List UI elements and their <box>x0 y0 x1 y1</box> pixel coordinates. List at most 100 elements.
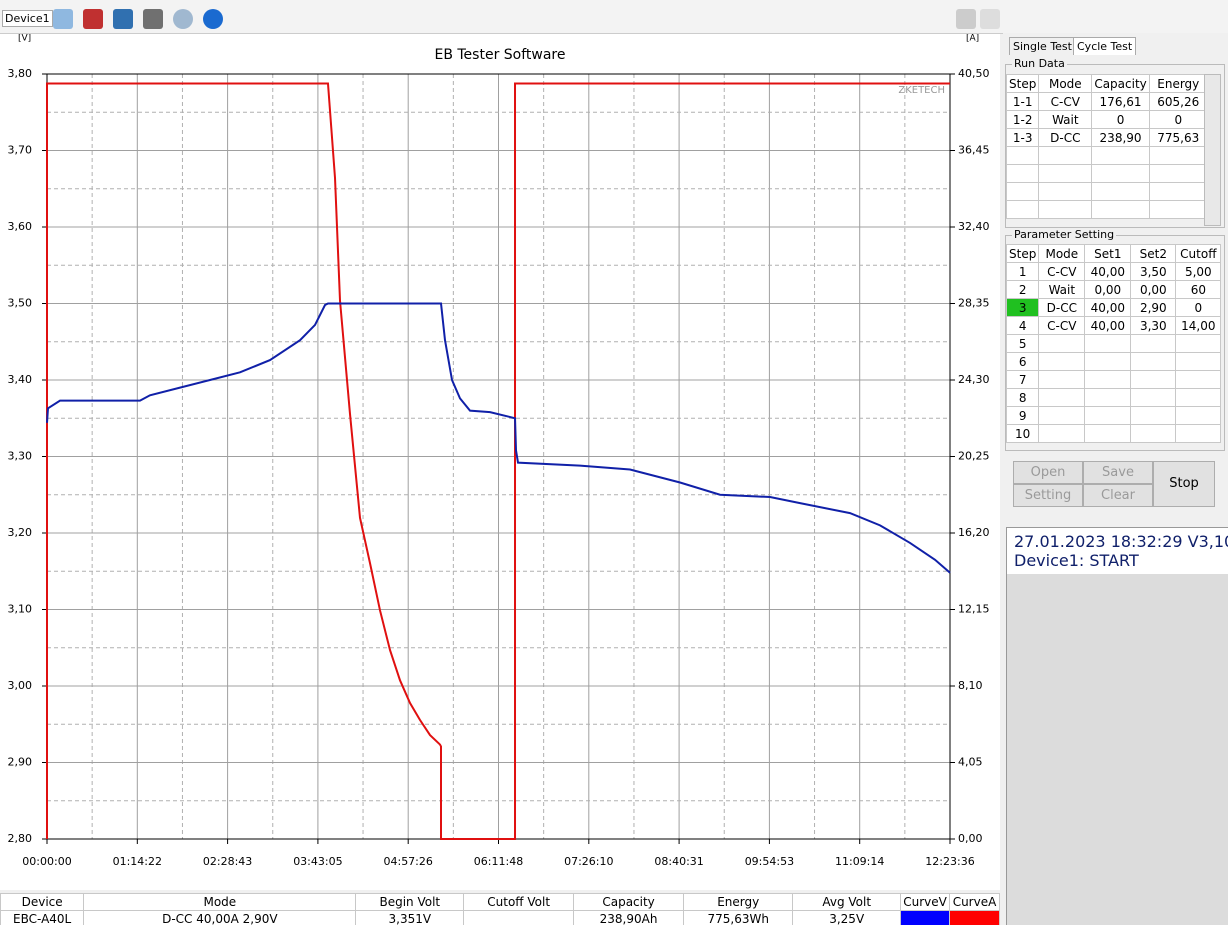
chart-title: EB Tester Software <box>434 47 565 63</box>
table-row <box>1005 146 1208 165</box>
expand-icon[interactable] <box>980 9 1000 29</box>
y-tick-label: 3,20 <box>8 526 33 539</box>
table-cell: 2 <box>1005 280 1040 299</box>
header-cell: Set1 <box>1084 244 1132 263</box>
header-cell: Energy <box>683 893 794 911</box>
table-cell: 176,61 <box>1091 92 1150 111</box>
data-cell: 3,351V <box>355 910 465 925</box>
table-row <box>1005 200 1208 219</box>
table-cell: 5,00 <box>1175 262 1222 281</box>
device-tab[interactable]: Device1 <box>2 10 53 27</box>
y-tick-label: 3,60 <box>8 220 33 233</box>
y-tick-label: 3,30 <box>8 450 33 463</box>
table-cell: 4 <box>1005 316 1040 335</box>
y2-tick-label: 20,25 <box>958 450 990 463</box>
table-row: 6 <box>1005 352 1222 371</box>
header-cell: Cutoff Volt <box>463 893 575 911</box>
table-cell: 0 <box>1175 298 1222 317</box>
tab[interactable]: Cycle Test <box>1073 37 1137 55</box>
y-tick-label: 3,80 <box>8 67 33 80</box>
table-cell <box>1091 164 1150 183</box>
toolbar: Device1 <box>0 0 1228 34</box>
table-cell: D-CC <box>1038 128 1093 147</box>
curve-color <box>949 910 1000 925</box>
save-icon[interactable] <box>83 9 103 29</box>
table-cell <box>1175 334 1222 353</box>
table-row: 10 <box>1005 424 1222 443</box>
table-row <box>1005 182 1208 201</box>
table-cell: D-CC <box>1038 298 1086 317</box>
header-cell: Step <box>1005 244 1040 263</box>
parameter-table: Step Mode Set1 Set2 Cutoff 1 C-CV 40,00 3,50 5,00… <box>1005 244 1222 443</box>
table-row: 9 <box>1005 406 1222 425</box>
table-cell: 3 <box>1005 298 1040 317</box>
info-icon[interactable] <box>203 9 223 29</box>
y2-tick-label: 16,20 <box>958 526 990 539</box>
table-cell: 14,00 <box>1175 316 1222 335</box>
data-cell: 238,90Ah <box>573 910 685 925</box>
run-data-group: Run Data <box>1005 57 1225 228</box>
save-button[interactable]: Save <box>1083 461 1153 484</box>
status-message: Device1: START <box>1007 551 1228 574</box>
summary-table: Device Mode Begin Volt Cutoff Volt Capacity E… <box>0 893 1000 925</box>
y2-tick-label: 32,40 <box>958 220 990 233</box>
header-row: Device Mode Begin Volt Cutoff Volt Capacity E… <box>0 893 1000 911</box>
x-tick-label: 08:40:31 <box>654 855 703 868</box>
data-cell <box>463 910 575 925</box>
search-icon[interactable] <box>173 9 193 29</box>
table-cell <box>1130 370 1177 389</box>
table-row: 1-2 Wait 0 0 <box>1005 110 1208 129</box>
header-cell: Capacity <box>1091 74 1150 93</box>
x-tick-label: 09:54:53 <box>745 855 794 868</box>
table-cell <box>1175 388 1222 407</box>
table-cell <box>1148 182 1208 201</box>
watermark: ZKETECH <box>898 85 945 96</box>
table-cell <box>1038 164 1093 183</box>
table-cell <box>1148 164 1208 183</box>
data-cell: D-CC 40,00A 2,90V <box>83 910 357 925</box>
table-cell <box>1175 406 1222 425</box>
table-cell <box>1038 352 1086 371</box>
header-row: Step Mode Capacity Energy <box>1005 74 1208 93</box>
header-cell: Capacity <box>573 893 685 911</box>
table-cell <box>1084 334 1132 353</box>
tab[interactable]: Single Test <box>1009 37 1076 55</box>
table-cell: C-CV <box>1038 316 1086 335</box>
table-cell: 605,26 <box>1148 92 1208 111</box>
table-row: 3 D-CC 40,00 2,90 0 <box>1005 298 1222 317</box>
y-tick-label: 3,70 <box>8 144 33 157</box>
tools-icon[interactable] <box>143 9 163 29</box>
stop-button[interactable]: Stop <box>1153 461 1215 507</box>
grid-icon[interactable] <box>956 9 976 29</box>
table-cell: 1-2 <box>1005 110 1040 129</box>
header-cell: Step <box>1005 74 1040 93</box>
table-row <box>1005 164 1208 183</box>
table-cell <box>1084 370 1132 389</box>
setting-button[interactable]: Setting <box>1013 484 1083 507</box>
table-cell: 0 <box>1091 110 1150 129</box>
table-row: 1-1 C-CV 176,61 605,26 <box>1005 92 1208 111</box>
table-cell <box>1038 200 1093 219</box>
group-title: Parameter Setting <box>1012 228 1117 241</box>
open-button[interactable]: Open <box>1013 461 1083 484</box>
table-cell: 60 <box>1175 280 1222 299</box>
y2-tick-label: 8,10 <box>958 679 983 692</box>
data-cell: EBC-A40L <box>0 910 85 925</box>
y-tick-label: 3,40 <box>8 373 33 386</box>
open-icon[interactable] <box>53 9 73 29</box>
table-row: 1 C-CV 40,00 3,50 5,00 <box>1005 262 1222 281</box>
x-tick-label: 11:09:14 <box>835 855 884 868</box>
table-cell: C-CV <box>1038 262 1086 281</box>
data-row: EBC-A40L D-CC 40,00A 2,90V 3,351V 238,90Ah 7… <box>0 910 1000 925</box>
y2-tick-label: 12,15 <box>958 603 990 616</box>
table-cell: 0,00 <box>1084 280 1132 299</box>
y2-axis-label: [A] <box>966 34 979 44</box>
header-cell: Mode <box>83 893 357 911</box>
chart-icon[interactable] <box>113 9 133 29</box>
table-cell: 0,00 <box>1130 280 1177 299</box>
header-cell: CurveA <box>949 893 1000 911</box>
table-cell <box>1091 200 1150 219</box>
clear-button[interactable]: Clear <box>1083 484 1153 507</box>
run-data-table: Step Mode Capacity Energy 1-1 C-CV 176,61 605,2… <box>1005 74 1208 219</box>
